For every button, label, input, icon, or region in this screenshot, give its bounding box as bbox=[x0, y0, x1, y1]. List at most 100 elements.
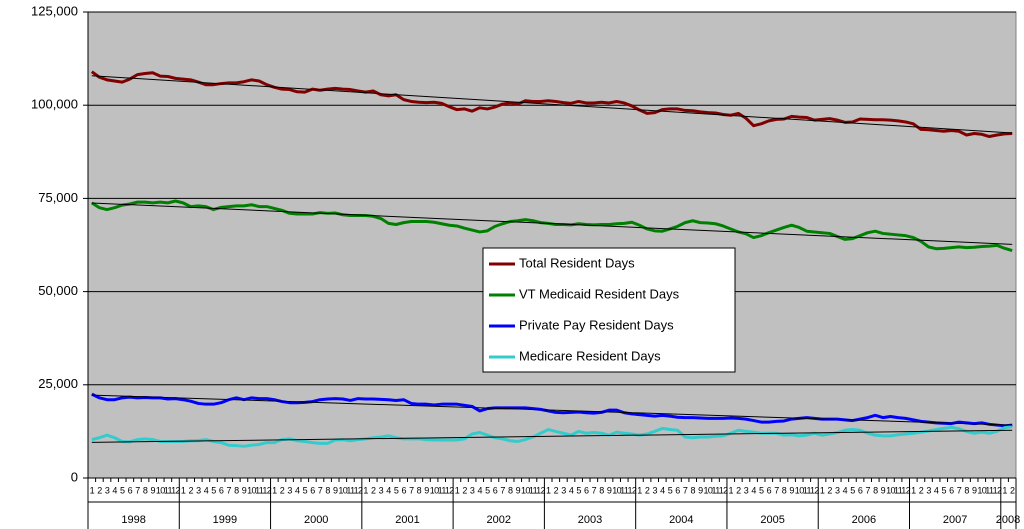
x-tick-label: 1 bbox=[911, 485, 916, 495]
x-tick-label: 11 bbox=[346, 485, 355, 495]
x-tick-label: 12 bbox=[993, 485, 1002, 495]
x-tick-label: 12 bbox=[171, 485, 180, 495]
x-tick-label: 2 bbox=[97, 485, 102, 495]
x-tick-label: 6 bbox=[949, 485, 954, 495]
legend-box bbox=[482, 247, 736, 373]
x-tick-label: 12 bbox=[719, 485, 728, 495]
trend-line bbox=[91, 394, 1013, 426]
x-tick-label: 7 bbox=[227, 485, 232, 495]
x-tick-label: 4 bbox=[204, 485, 209, 495]
year-label: 2000 bbox=[304, 514, 328, 526]
x-tick-label: 4 bbox=[386, 485, 391, 495]
x-tick-label: 11 bbox=[164, 485, 173, 495]
x-tick-label: 5 bbox=[942, 485, 947, 495]
x-tick-label: 1 bbox=[272, 485, 277, 495]
x-tick-label: 3 bbox=[926, 485, 931, 495]
x-tick-label: 3 bbox=[105, 485, 110, 495]
x-tick-label: 12 bbox=[445, 485, 454, 495]
x-tick-label: 7 bbox=[592, 485, 597, 495]
x-tick-label: 7 bbox=[774, 485, 779, 495]
x-tick-label: 5 bbox=[485, 485, 490, 495]
legend-label: Medicare Resident Days bbox=[519, 348, 661, 363]
x-tick-label: 6 bbox=[401, 485, 406, 495]
x-tick-label: 3 bbox=[652, 485, 657, 495]
x-tick-label: 5 bbox=[668, 485, 673, 495]
y-tick-label: 75,000 bbox=[38, 190, 78, 205]
year-label: 2001 bbox=[395, 514, 419, 526]
x-tick-label: 12 bbox=[354, 485, 363, 495]
x-tick-label: 12 bbox=[627, 485, 636, 495]
x-tick-label: 11 bbox=[438, 485, 447, 495]
x-tick-label: 7 bbox=[957, 485, 962, 495]
x-tick-label: 8 bbox=[873, 485, 878, 495]
x-tick-label: 3 bbox=[744, 485, 749, 495]
y-tick-label: 125,000 bbox=[31, 3, 78, 18]
x-tick-label: 12 bbox=[536, 485, 545, 495]
x-tick-label: 2 bbox=[280, 485, 285, 495]
x-tick-label: 6 bbox=[767, 485, 772, 495]
x-tick-label: 1 bbox=[637, 485, 642, 495]
x-tick-label: 1 bbox=[1002, 485, 1007, 495]
x-tick-label: 5 bbox=[303, 485, 308, 495]
x-tick-label: 9 bbox=[424, 485, 429, 495]
x-tick-label: 9 bbox=[789, 485, 794, 495]
x-tick-label: 2 bbox=[554, 485, 559, 495]
trend-line bbox=[91, 75, 1013, 134]
x-tick-label: 3 bbox=[379, 485, 384, 495]
x-tick-label: 3 bbox=[196, 485, 201, 495]
x-tick-label: 8 bbox=[782, 485, 787, 495]
x-tick-label: 5 bbox=[850, 485, 855, 495]
x-tick-label: 10 bbox=[338, 485, 347, 495]
x-tick-label: 4 bbox=[934, 485, 939, 495]
x-tick-label: 11 bbox=[894, 485, 903, 495]
x-tick-label: 5 bbox=[759, 485, 764, 495]
x-tick-label: 12 bbox=[901, 485, 910, 495]
y-tick-label: 0 bbox=[71, 469, 78, 484]
x-tick-label: 2 bbox=[188, 485, 193, 495]
x-tick-label: 1 bbox=[820, 485, 825, 495]
x-tick-label: 5 bbox=[576, 485, 581, 495]
x-tick-label: 7 bbox=[865, 485, 870, 495]
legend-label: Total Resident Days bbox=[519, 255, 635, 270]
x-tick-label: 9 bbox=[516, 485, 521, 495]
x-tick-label: 8 bbox=[143, 485, 148, 495]
x-tick-label: 7 bbox=[135, 485, 140, 495]
x-tick-label: 6 bbox=[675, 485, 680, 495]
legend-label: Private Pay Resident Days bbox=[519, 317, 674, 332]
x-tick-label: 8 bbox=[691, 485, 696, 495]
x-tick-label: 10 bbox=[977, 485, 986, 495]
x-tick-label: 11 bbox=[711, 485, 720, 495]
x-tick-label: 11 bbox=[803, 485, 812, 495]
x-tick-label: 9 bbox=[242, 485, 247, 495]
trend-line bbox=[91, 429, 1013, 443]
x-tick-label: 7 bbox=[683, 485, 688, 495]
x-tick-label: 6 bbox=[858, 485, 863, 495]
x-tick-label: 7 bbox=[500, 485, 505, 495]
x-tick-label: 12 bbox=[810, 485, 819, 495]
x-tick-label: 10 bbox=[704, 485, 713, 495]
x-tick-label: 4 bbox=[295, 485, 300, 495]
x-tick-label: 6 bbox=[493, 485, 498, 495]
y-tick-label: 50,000 bbox=[38, 283, 78, 298]
y-tick-label: 100,000 bbox=[31, 97, 78, 112]
x-tick-label: 4 bbox=[478, 485, 483, 495]
x-tick-label: 8 bbox=[417, 485, 422, 495]
year-label: 1999 bbox=[213, 514, 237, 526]
series-line bbox=[91, 425, 1013, 448]
series-line bbox=[90, 70, 1013, 139]
x-tick-label: 9 bbox=[333, 485, 338, 495]
legend-label: VT Medicaid Resident Days bbox=[519, 286, 680, 301]
x-tick-label: 5 bbox=[120, 485, 125, 495]
x-tick-label: 1 bbox=[181, 485, 186, 495]
x-tick-label: 10 bbox=[156, 485, 165, 495]
x-tick-label: 3 bbox=[470, 485, 475, 495]
x-tick-label: 8 bbox=[964, 485, 969, 495]
x-tick-label: 9 bbox=[150, 485, 155, 495]
x-tick-label: 5 bbox=[211, 485, 216, 495]
year-label: 2008 bbox=[996, 514, 1020, 526]
x-tick-label: 2 bbox=[827, 485, 832, 495]
x-tick-label: 11 bbox=[620, 485, 629, 495]
x-tick-label: 4 bbox=[843, 485, 848, 495]
x-tick-label: 11 bbox=[255, 485, 264, 495]
x-tick-label: 6 bbox=[584, 485, 589, 495]
